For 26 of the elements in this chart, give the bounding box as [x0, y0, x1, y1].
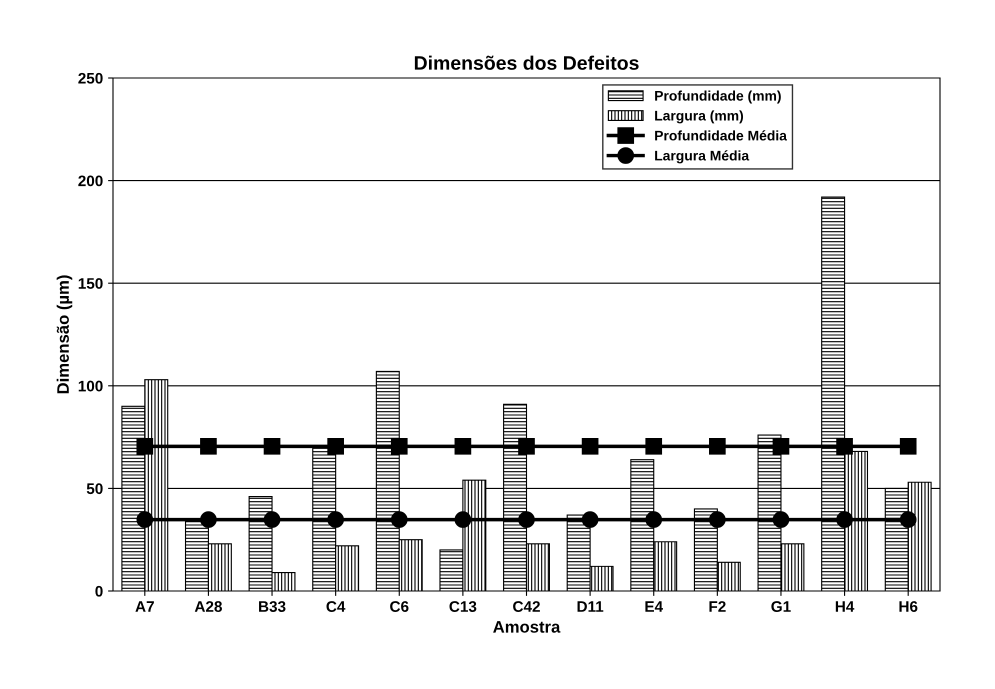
- x-tick-label: E4: [645, 601, 663, 612]
- y-axis-title: Dimensão (µm): [56, 275, 72, 394]
- x-tick-label: H6: [899, 601, 918, 612]
- x-tick-label: H4: [836, 601, 854, 612]
- x-tick-label: A7: [135, 601, 154, 612]
- y-tick-label: 0: [95, 586, 103, 597]
- x-tick-label: F2: [709, 601, 726, 612]
- x-tick-label: A28: [194, 601, 222, 612]
- x-tick-label: B33: [259, 601, 286, 612]
- x-tick-label: G1: [771, 601, 791, 612]
- chart-title: Dimensões dos Defeitos: [414, 56, 639, 70]
- x-tick-label: C4: [326, 601, 346, 612]
- y-tick-label: 200: [78, 175, 103, 186]
- y-tick-label: 250: [78, 72, 103, 84]
- x-tick-label: C13: [450, 601, 476, 612]
- y-tick-label: 100: [78, 380, 103, 392]
- legend-label: Largura (mm): [655, 110, 744, 124]
- x-tick-label: C42: [513, 601, 540, 612]
- x-tick-label: C6: [390, 601, 408, 612]
- legend-label: Profundidade (mm): [655, 90, 781, 104]
- y-tick-label: 50: [86, 483, 103, 494]
- x-axis-title: Amostra: [493, 621, 560, 633]
- legend-label: Profundidade Média: [655, 130, 788, 141]
- y-tick-label: 150: [78, 278, 103, 289]
- x-tick-label: D11: [578, 601, 604, 612]
- legend-label: Largura Média: [655, 150, 750, 164]
